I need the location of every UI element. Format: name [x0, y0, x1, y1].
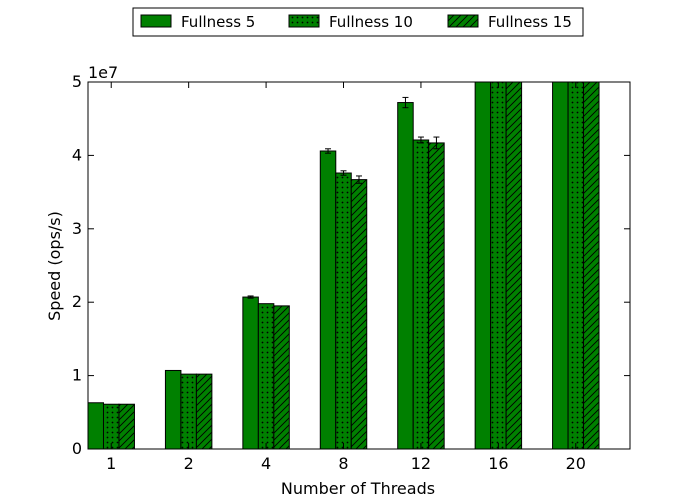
- legend-frame: [132, 7, 584, 37]
- y-tick-label: 2: [72, 292, 82, 311]
- bar-dots-8: [335, 172, 352, 449]
- y-axis-label: Speed (ops/s): [45, 211, 64, 321]
- x-tick-label: 20: [566, 454, 586, 473]
- bar-hatch-1: [118, 403, 135, 449]
- bar-solid-1: [88, 402, 104, 449]
- plot-area: [88, 82, 600, 449]
- axes-frame: [87, 81, 631, 450]
- legend-label: Fullness 15: [488, 13, 572, 31]
- y-tick-label: 0: [72, 439, 82, 458]
- y-axis-multiplier: 1e7: [88, 63, 118, 82]
- x-axis-label: Number of Threads: [281, 479, 435, 498]
- x-tick-label: 12: [411, 454, 431, 473]
- bar-hatch-4: [273, 305, 290, 449]
- bar-hatch-20: [583, 82, 600, 449]
- x-tick-label: 1: [106, 454, 116, 473]
- x-tick-label: 4: [261, 454, 271, 473]
- bar-hatch-8: [350, 179, 368, 449]
- y-tick-label: 3: [72, 219, 82, 238]
- x-tick-label: 2: [184, 454, 194, 473]
- legend-label: Fullness 10: [329, 13, 413, 31]
- bar-dots-4: [257, 303, 275, 449]
- legend-swatch-solid: [140, 14, 172, 28]
- bar-dots-20: [567, 82, 585, 449]
- bar-solid-20: [552, 82, 569, 449]
- y-tick-label: 5: [72, 72, 82, 91]
- bar-dots-1: [102, 403, 120, 449]
- x-tick-label: 8: [338, 454, 348, 473]
- bar-solid-2: [164, 369, 182, 449]
- y-tick-label: 1: [72, 366, 82, 385]
- legend-swatch-dots: [288, 14, 320, 28]
- bar-hatch-12: [428, 142, 445, 449]
- y-tick-label: 4: [72, 145, 82, 164]
- bar-solid-16: [474, 82, 492, 449]
- legend-swatch-hatch: [447, 14, 479, 28]
- bar-solid-12: [397, 102, 414, 449]
- bar-dots-2: [180, 373, 197, 449]
- legend: Fullness 5 Fullness 10 Fullness 15: [132, 7, 584, 37]
- bar-hatch-2: [195, 373, 213, 449]
- bar-dots-16: [490, 82, 507, 449]
- legend-label: Fullness 5: [181, 13, 255, 31]
- bar-hatch-16: [505, 82, 523, 449]
- bar-solid-4: [242, 296, 259, 449]
- x-tick-label: 16: [488, 454, 508, 473]
- bar-solid-8: [319, 150, 337, 449]
- bar-dots-12: [412, 139, 430, 449]
